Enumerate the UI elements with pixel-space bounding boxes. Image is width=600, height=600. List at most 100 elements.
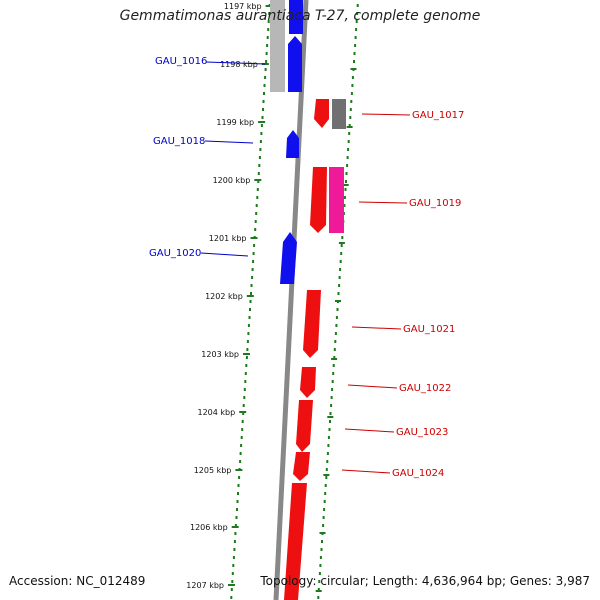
left-track-dot [234, 532, 237, 535]
right-track-dot [339, 268, 342, 271]
right-track-dot [332, 372, 335, 375]
right-track-dot [346, 164, 349, 167]
left-track-dot [268, 12, 271, 15]
right-track-dot [353, 52, 356, 55]
right-track-dot [355, 28, 358, 31]
right-track-dot [330, 396, 333, 399]
left-track-dot [264, 76, 267, 79]
left-track-dot [243, 396, 246, 399]
gene-GAU_1024[interactable] [293, 452, 310, 481]
left-track-dot [230, 588, 233, 591]
tick-mark [231, 526, 239, 528]
right-track-dot [344, 188, 347, 191]
tick-label: 1199 kbp [216, 118, 254, 127]
right-track-dot [345, 180, 347, 183]
left-track-dot [244, 380, 247, 383]
right-track-dot [333, 356, 336, 359]
left-track-dot [258, 164, 261, 167]
gene-GAU_1016-top[interactable] [289, 0, 303, 34]
label-GAU_1022[interactable]: GAU_1022 [399, 383, 451, 394]
gene-GAU_1020[interactable] [280, 232, 297, 284]
gene-GAU_1022[interactable] [300, 367, 316, 398]
label-GAU_1020[interactable]: GAU_1020 [149, 248, 201, 259]
left-track-dot [248, 316, 251, 319]
gene-GAU_1023[interactable] [296, 400, 313, 452]
right-track-dot [340, 252, 343, 255]
left-track-dot [235, 516, 238, 519]
right-track-dot [328, 428, 331, 431]
right-track-dot [322, 516, 325, 519]
gene-GAU_1016[interactable] [288, 36, 302, 92]
tick-label: 1201 kbp [209, 234, 247, 243]
left-track-dot [231, 580, 234, 583]
tick-mark [246, 295, 254, 297]
left-track-dot [258, 156, 261, 159]
right-track-dot [331, 380, 334, 383]
left-track-dot [259, 140, 262, 143]
right-track-dot [318, 572, 321, 575]
left-track-dot [234, 524, 237, 527]
right-track-dot [350, 92, 353, 95]
right-track-dot [351, 76, 354, 79]
left-track-dot [257, 180, 260, 183]
right-track-dot [346, 156, 349, 159]
right-track-tick [335, 300, 341, 302]
left-track-dot [241, 428, 244, 431]
right-track-dot [341, 236, 344, 239]
left-track-dot [261, 116, 264, 119]
right-track-dot [356, 4, 359, 7]
label-GAU_1017[interactable]: GAU_1017 [412, 110, 464, 121]
gene-GAU_1019-magenta[interactable] [329, 167, 344, 233]
gene-GAU_1017-gray[interactable] [332, 99, 346, 129]
left-track-dot [247, 332, 250, 335]
label-GAU_1023[interactable]: GAU_1023 [396, 427, 448, 438]
right-track-tick [338, 242, 345, 244]
gene-GAU_1019[interactable] [310, 167, 327, 233]
left-track-dot [239, 452, 242, 455]
gene-block-gray[interactable] [270, 0, 285, 92]
right-track-dot [350, 100, 353, 103]
left-track-dot [260, 124, 263, 127]
right-track-dot [349, 108, 352, 111]
right-track-dot [325, 468, 328, 471]
right-track-dot [331, 388, 334, 391]
gene-GAU_1017[interactable] [314, 99, 329, 128]
right-track-dot [320, 548, 323, 551]
tick-mark [258, 121, 266, 123]
gene-GAU_1018[interactable] [286, 130, 299, 158]
right-track-dot [335, 316, 338, 319]
label-GAU_1021[interactable]: GAU_1021 [403, 324, 455, 335]
label-GAU_1018[interactable]: GAU_1018 [153, 136, 205, 147]
left-track-dot [249, 308, 251, 311]
tick-label: 1198 kbp [220, 60, 258, 69]
left-track-dot [264, 68, 267, 71]
gene-red-bottom[interactable] [284, 483, 307, 600]
tick-mark [243, 353, 250, 355]
left-track-dot [251, 276, 254, 279]
right-track-dot [355, 20, 358, 23]
tick-mark [261, 63, 269, 65]
right-track-dot [354, 44, 357, 47]
left-track-dot [257, 172, 260, 175]
left-track-dot [255, 204, 258, 207]
right-track-dot [319, 556, 322, 559]
left-track-dot [240, 436, 243, 439]
label-GAU_1016[interactable]: GAU_1016 [155, 56, 207, 67]
label-GAU_1024[interactable]: GAU_1024 [392, 468, 444, 479]
right-track-dot [322, 524, 325, 527]
left-track-dot [240, 444, 243, 447]
tick-label: 1207 kbp [186, 581, 224, 590]
left-track-dot [239, 460, 242, 463]
label-leaders [200, 61, 411, 474]
label-GAU_1019[interactable]: GAU_1019 [409, 198, 461, 209]
left-track-dot [246, 348, 249, 351]
right-track-dot [343, 204, 346, 207]
left-track-dot [243, 388, 246, 391]
right-track-dot [319, 564, 322, 567]
right-track-dot [324, 492, 327, 495]
gene-GAU_1021[interactable] [303, 290, 321, 358]
right-track-tick [331, 358, 338, 360]
left-track-dot [256, 188, 259, 191]
left-track-dot [252, 260, 255, 263]
